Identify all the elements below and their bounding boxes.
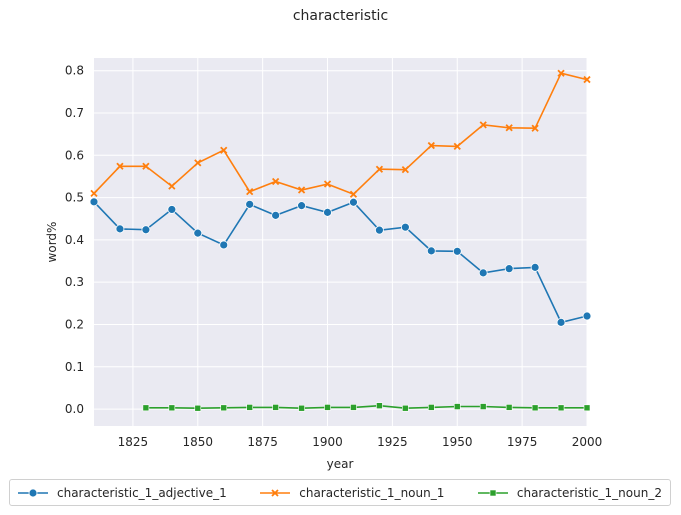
x-tick-label: 1900 xyxy=(312,435,343,449)
x-tick-label: 2000 xyxy=(572,435,603,449)
y-tick-label: 0.6 xyxy=(65,148,84,162)
data-point xyxy=(530,262,540,272)
data-point xyxy=(583,404,591,412)
data-point xyxy=(583,75,591,84)
data-point xyxy=(246,404,253,411)
y-tick-label: 0.2 xyxy=(65,317,84,331)
x-tick-label: 1975 xyxy=(507,435,538,449)
data-point xyxy=(246,188,254,196)
series-1 xyxy=(90,69,591,198)
y-tick-label: 0.1 xyxy=(65,360,84,374)
data-point xyxy=(557,69,565,77)
y-tick-label: 0.0 xyxy=(65,402,84,416)
data-point xyxy=(556,317,566,327)
legend-swatch xyxy=(18,488,48,497)
data-point xyxy=(375,165,384,173)
data-point xyxy=(89,197,99,207)
data-point xyxy=(323,207,332,217)
data-point xyxy=(453,403,461,410)
data-point xyxy=(90,189,98,197)
data-point xyxy=(376,402,383,409)
data-point xyxy=(349,190,358,198)
data-point xyxy=(220,404,228,412)
data-point xyxy=(141,225,151,235)
y-tick-label: 0.5 xyxy=(65,191,84,205)
series-line xyxy=(145,404,587,410)
legend-marker xyxy=(28,488,38,497)
data-point xyxy=(531,404,539,412)
data-point xyxy=(426,246,436,256)
data-point xyxy=(142,162,150,170)
data-point xyxy=(427,141,435,150)
legend-label: characteristic_1_noun_2 xyxy=(516,485,662,500)
x-tick-label: 1875 xyxy=(247,435,278,449)
data-point xyxy=(582,311,592,321)
data-point xyxy=(271,177,280,186)
y-tick-label: 0.3 xyxy=(65,275,84,289)
data-point xyxy=(297,186,306,194)
data-point xyxy=(168,182,176,190)
data-point xyxy=(402,404,409,412)
legend-label: characteristic_1_noun_1 xyxy=(299,485,445,500)
series-line xyxy=(93,72,588,196)
data-point xyxy=(142,404,150,412)
legend: characteristic_1_adjective_1 characterist… xyxy=(9,479,671,506)
data-point xyxy=(323,180,332,188)
data-point xyxy=(220,146,228,154)
data-point xyxy=(504,264,514,274)
data-point xyxy=(298,404,305,412)
data-point xyxy=(452,246,462,256)
data-point xyxy=(479,121,487,129)
data-point xyxy=(375,225,384,235)
x-tick-label: 1850 xyxy=(183,435,214,449)
data-point xyxy=(168,404,176,412)
series-2 xyxy=(142,402,591,412)
legend-item: characteristic_1_adjective_1 xyxy=(16,486,227,500)
data-point xyxy=(349,197,358,207)
data-point xyxy=(116,162,124,170)
data-point xyxy=(428,404,435,411)
data-point xyxy=(297,201,306,211)
y-tick-label: 0.4 xyxy=(65,233,84,247)
legend-item: characteristic_1_noun_1 xyxy=(258,486,444,500)
data-point xyxy=(167,205,177,214)
data-point xyxy=(557,404,565,412)
data-point xyxy=(350,404,357,411)
data-point xyxy=(219,240,229,250)
x-tick-label: 1825 xyxy=(118,435,149,449)
x-tick-label: 1950 xyxy=(442,435,473,449)
data-point xyxy=(479,403,487,410)
legend-swatch xyxy=(477,489,508,496)
data-point xyxy=(271,210,281,220)
data-point xyxy=(194,404,202,412)
data-point xyxy=(400,222,410,232)
data-point xyxy=(505,404,513,411)
chart-title: characteristic xyxy=(292,8,389,24)
data-point xyxy=(194,159,202,167)
y-axis-label: word% xyxy=(45,222,59,263)
series-0 xyxy=(89,197,592,327)
y-tick-label: 0.7 xyxy=(65,106,84,120)
legend-marker xyxy=(489,489,497,496)
data-point xyxy=(531,124,539,132)
legend-marker xyxy=(271,488,279,497)
x-axis-label: year xyxy=(327,457,354,471)
data-point xyxy=(245,199,255,209)
plot-background xyxy=(94,58,587,426)
data-point xyxy=(505,124,513,132)
legend-swatch xyxy=(260,488,291,497)
data-point xyxy=(453,142,461,151)
data-point xyxy=(193,228,203,238)
data-point xyxy=(272,404,279,411)
x-tick-label: 1925 xyxy=(377,435,408,449)
data-point xyxy=(478,268,488,278)
data-point xyxy=(115,224,125,234)
legend-label: characteristic_1_adjective_1 xyxy=(57,485,227,500)
legend-item: characteristic_1_noun_2 xyxy=(476,486,662,500)
y-tick-label: 0.8 xyxy=(65,64,84,78)
data-point xyxy=(324,404,331,411)
data-point xyxy=(401,166,410,174)
